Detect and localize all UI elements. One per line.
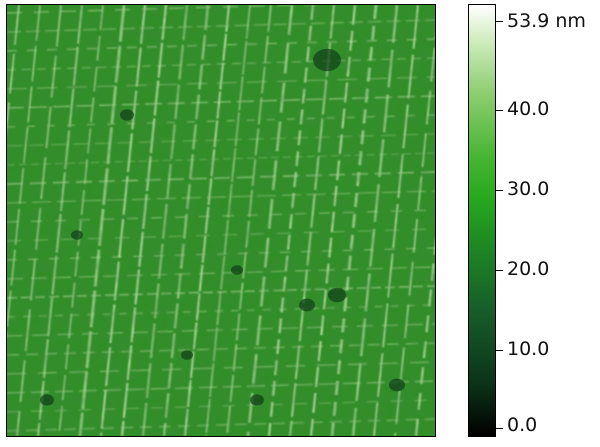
color-scale-bar (468, 4, 496, 437)
afm-surface-texture (7, 5, 435, 436)
dark-defect-spot (71, 230, 83, 240)
dark-defect-spot (231, 265, 243, 275)
colorbar-label-max: 53.9 nm (507, 10, 586, 32)
colorbar-tick-max (496, 21, 503, 22)
dark-defect-spot (181, 350, 193, 360)
colorbar-tick (496, 350, 503, 351)
colorbar-tick (496, 110, 503, 111)
colorbar-label-10: 10.0 (507, 338, 550, 360)
dark-defect-spot (120, 109, 134, 121)
dark-defect-spot (389, 378, 405, 392)
dark-defect-spot (299, 298, 315, 312)
colorbar-label-30: 30.0 (507, 178, 550, 200)
colorbar-label-20: 20.0 (507, 258, 550, 280)
dark-defect-spot (328, 287, 346, 303)
colorbar-tick (496, 428, 503, 429)
afm-height-map (6, 4, 436, 437)
colorbar-tick (496, 190, 503, 191)
colorbar-label-40: 40.0 (507, 98, 550, 120)
colorbar-tick (496, 270, 503, 271)
dark-defect-spot (313, 48, 341, 72)
dark-defect-spot (250, 394, 264, 406)
colorbar-label-0: 0.0 (507, 414, 538, 436)
dark-defect-spot (40, 394, 54, 406)
